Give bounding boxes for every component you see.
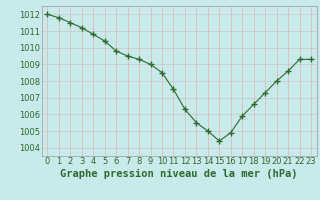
X-axis label: Graphe pression niveau de la mer (hPa): Graphe pression niveau de la mer (hPa) xyxy=(60,169,298,179)
